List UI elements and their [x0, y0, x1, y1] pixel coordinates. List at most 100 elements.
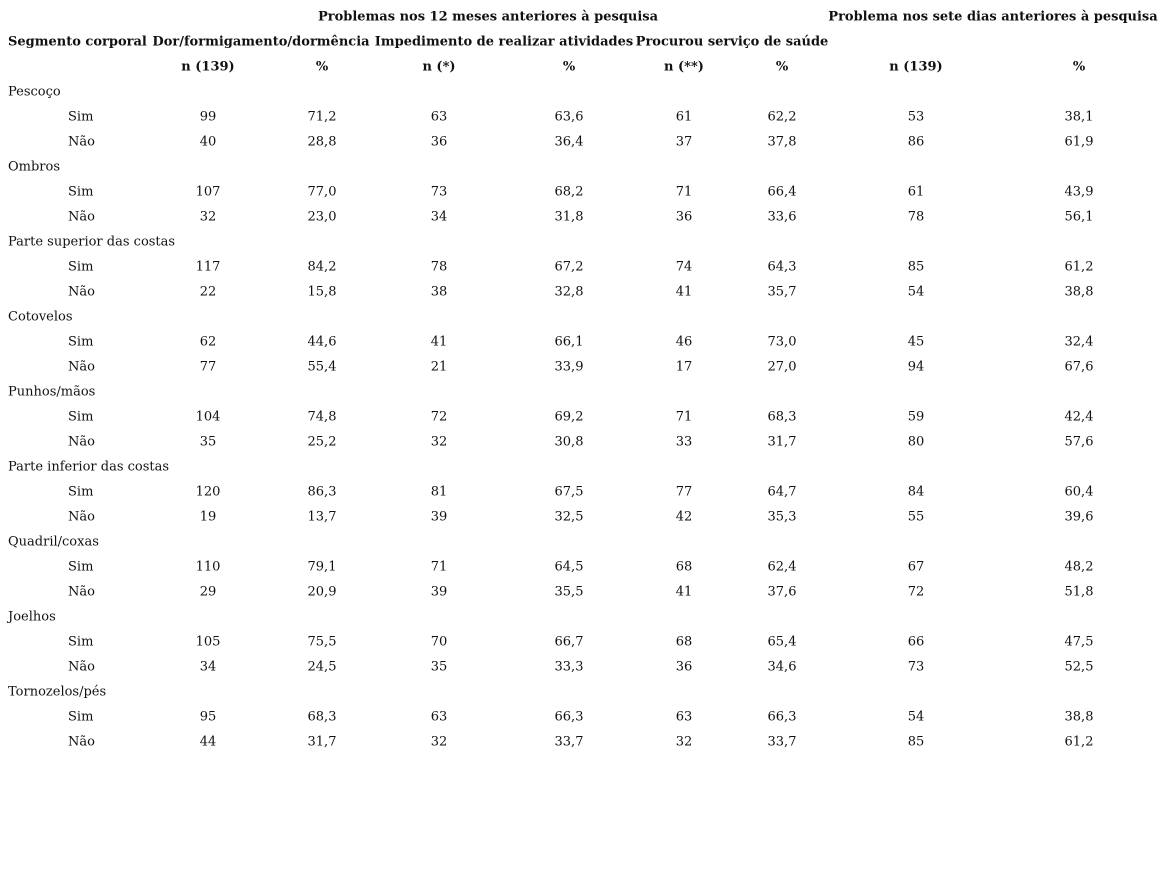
period-header: Problema nos sete dias anteriores à pesq… — [828, 10, 1158, 25]
cell: 40 — [200, 135, 217, 150]
cell: 57,6 — [1065, 435, 1094, 450]
cell: 35,3 — [768, 510, 797, 525]
cell: 77 — [200, 360, 217, 375]
cell: 24,5 — [308, 660, 337, 675]
row-label: Não — [68, 360, 95, 375]
cell: 99 — [200, 110, 217, 125]
group-header: Impedimento de realizar atividades — [375, 35, 633, 50]
cell: 64,5 — [555, 560, 584, 575]
cell: 23,0 — [308, 210, 337, 225]
cell: 36 — [431, 135, 448, 150]
cell: 45 — [908, 335, 925, 350]
cell: 34 — [431, 210, 448, 225]
cell: 52,5 — [1065, 660, 1094, 675]
cell: 63 — [676, 710, 693, 725]
cell: 66,3 — [555, 710, 584, 725]
cell: 56,1 — [1065, 210, 1094, 225]
row-label: Sim — [68, 410, 93, 425]
cell: 62,4 — [768, 560, 797, 575]
row-label: Não — [68, 585, 95, 600]
cell: 68,3 — [768, 410, 797, 425]
cell: 63 — [431, 710, 448, 725]
row-label: Sim — [68, 260, 93, 275]
cell: 95 — [200, 710, 217, 725]
row-label: Não — [68, 135, 95, 150]
cell: 64,7 — [768, 485, 797, 500]
segment-header: Segmento corporal — [8, 35, 147, 50]
cell: 33,7 — [768, 735, 797, 750]
cell: 32 — [676, 735, 693, 750]
row-label: Não — [68, 510, 95, 525]
cell: 13,7 — [308, 510, 337, 525]
cell: 27,0 — [768, 360, 797, 375]
cell: 71,2 — [308, 110, 337, 125]
section-label: Quadril/coxas — [8, 535, 99, 550]
cell: 47,5 — [1065, 635, 1094, 650]
cell: 43,9 — [1065, 185, 1094, 200]
cell: 66 — [908, 635, 925, 650]
subheader: n (**) — [664, 60, 704, 75]
cell: 41 — [431, 335, 448, 350]
cell: 71 — [676, 410, 693, 425]
row-label: Sim — [68, 485, 93, 500]
cell: 104 — [196, 410, 221, 425]
cell: 61,9 — [1065, 135, 1094, 150]
cell: 66,1 — [555, 335, 584, 350]
cell: 120 — [196, 485, 221, 500]
cell: 66,4 — [768, 185, 797, 200]
cell: 32,5 — [555, 510, 584, 525]
cell: 35 — [200, 435, 217, 450]
section-label: Punhos/mãos — [8, 385, 95, 400]
cell: 67 — [908, 560, 925, 575]
cell: 54 — [908, 710, 925, 725]
cell: 68,2 — [555, 185, 584, 200]
cell: 59 — [908, 410, 925, 425]
row-label: Sim — [68, 710, 93, 725]
row-label: Não — [68, 660, 95, 675]
cell: 39,6 — [1065, 510, 1094, 525]
cell: 73 — [431, 185, 448, 200]
row-label: Sim — [68, 185, 93, 200]
subheader: % — [316, 60, 329, 75]
row-label: Sim — [68, 635, 93, 650]
cell: 66,3 — [768, 710, 797, 725]
cell: 62,2 — [768, 110, 797, 125]
group-header: Dor/formigamento/dormência — [152, 35, 370, 50]
row-label: Sim — [68, 110, 93, 125]
row-label: Não — [68, 210, 95, 225]
cell: 44 — [200, 735, 217, 750]
cell: 107 — [196, 185, 221, 200]
cell: 36 — [676, 210, 693, 225]
cell: 37,6 — [768, 585, 797, 600]
section-label: Tornozelos/pés — [8, 685, 106, 700]
cell: 86 — [908, 135, 925, 150]
cell: 84 — [908, 485, 925, 500]
cell: 94 — [908, 360, 925, 375]
cell: 110 — [196, 560, 221, 575]
cell: 85 — [908, 260, 925, 275]
cell: 41 — [676, 585, 693, 600]
cell: 55,4 — [308, 360, 337, 375]
cell: 51,8 — [1065, 585, 1094, 600]
cell: 29 — [200, 585, 217, 600]
cell: 67,2 — [555, 260, 584, 275]
section-label: Parte inferior das costas — [8, 460, 169, 475]
cell: 63,6 — [555, 110, 584, 125]
cell: 66,7 — [555, 635, 584, 650]
subheader: n (*) — [422, 60, 455, 75]
cell: 67,5 — [555, 485, 584, 500]
cell: 77,0 — [308, 185, 337, 200]
cell: 61,2 — [1065, 735, 1094, 750]
cell: 32 — [200, 210, 217, 225]
row-label: Sim — [68, 560, 93, 575]
cell: 32 — [431, 735, 448, 750]
cell: 61 — [676, 110, 693, 125]
cell: 33,7 — [555, 735, 584, 750]
cell: 69,2 — [555, 410, 584, 425]
cell: 78 — [908, 210, 925, 225]
cell: 61,2 — [1065, 260, 1094, 275]
cell: 38,1 — [1065, 110, 1094, 125]
cell: 74,8 — [308, 410, 337, 425]
cell: 36,4 — [555, 135, 584, 150]
